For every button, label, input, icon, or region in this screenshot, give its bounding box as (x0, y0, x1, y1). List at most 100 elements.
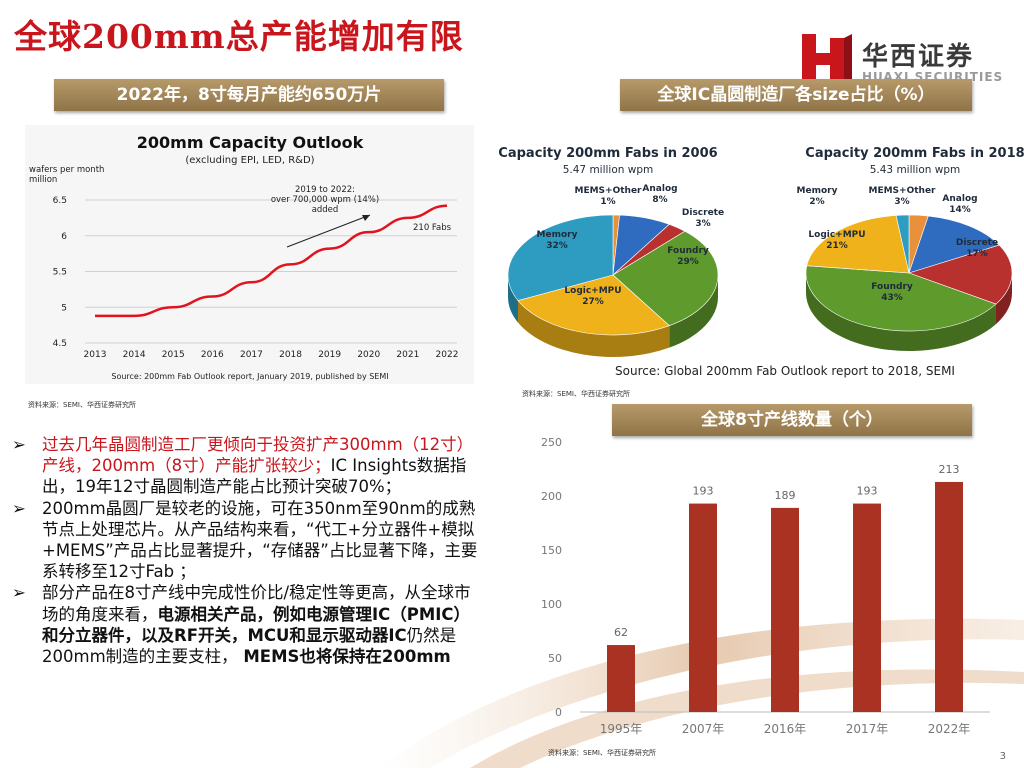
annotation-arrow-icon (286, 214, 371, 248)
line-chart-ylabel-unit: million (29, 175, 57, 185)
bullet-item: ➢ 200mm晶圆厂是较老的设施，可在350nm至90nm的成熟节点上处理芯片。… (12, 498, 482, 583)
line-chart-subtitle: (excluding EPI, LED, R&D) (185, 155, 314, 166)
pie-slice-value: 17% (966, 249, 988, 259)
pie-slice-value: 29% (677, 257, 699, 267)
line-ytick-label: 5 (61, 303, 67, 313)
bar (853, 503, 881, 712)
bar-source: 资料来源：SEMI、华西证券研究所 (548, 749, 656, 757)
bullet-item: ➢ 部分产品在8寸产线中完成性价比/稳定性等更高，从全球市场的角度来看，电源相关… (12, 582, 482, 667)
line-xtick-label: 2015 (162, 350, 185, 360)
line-annotation-fabs: 210 Fabs (413, 223, 452, 233)
bullet-3-text-a: 部分产品在8寸产线中完成性价比/稳定性等更高，从全球市场的角度来看， (42, 583, 471, 624)
line-annotation-1: 2019 to 2022: (295, 185, 355, 195)
arrow-bullet-icon: ➢ (12, 583, 26, 603)
pie-slice-label: Foundry (871, 282, 913, 292)
line-xtick-label: 2014 (123, 350, 146, 360)
pie-slice-side (669, 275, 718, 348)
line-chart-title: 200mm Capacity Outlook (137, 133, 364, 152)
company-logo: 华西证券 HUAXI SECURITIES (802, 34, 1012, 84)
bar-category-label: 2017年 (846, 722, 889, 736)
pie-slice (612, 230, 719, 327)
pie-2018-subtitle: 5.43 million wpm (870, 164, 961, 176)
bar-ytick-label: 150 (541, 544, 562, 557)
bar-ytick-label: 100 (541, 598, 562, 611)
logo-mark-icon (802, 34, 852, 84)
bar (935, 481, 963, 712)
bar-category-label: 2007年 (682, 722, 725, 736)
pie-slice (805, 265, 997, 332)
bar-ytick-label: 200 (541, 490, 562, 503)
logo-name-cn: 华西证券 (862, 42, 975, 72)
line-annotation-3: added (312, 205, 339, 215)
pie-slice-value: 2% (809, 197, 824, 207)
line-chart-svg: 4.5 5 5.5 6 6.5 2013 2014 2015 2016 2017 2018 2019… (29, 133, 459, 381)
pie-slice-label: Discrete (682, 208, 724, 218)
right-banner: 全球IC晶圆制造厂各size占比（%） (620, 79, 972, 111)
line-xtick-label: 2021 (396, 350, 419, 360)
pie-slice-label: Discrete (956, 238, 998, 248)
bar-value-label: 213 (939, 463, 960, 476)
pie-slice-label: MEMS+Other (869, 186, 937, 196)
pie-slice-value: 14% (949, 205, 971, 215)
bullet-2-text: 200mm晶圆厂是较老的设施，可在350nm至90nm的成熟节点上处理芯片。从产… (42, 498, 478, 582)
bullet-1-text-a: 过去几年晶圆制造工厂更倾向于投资扩产300mm（12寸）产线，200mm（8寸）… (42, 435, 474, 476)
line-chart-ylabel: wafers per month (29, 165, 104, 175)
pie-slice (806, 215, 910, 274)
bullet-item: ➢ 过去几年晶圆制造工厂更倾向于投资扩产300mm（12寸）产线，200mm（8… (12, 434, 482, 498)
bar-value-label: 193 (693, 485, 714, 498)
pie-slice-value: 8% (652, 195, 667, 205)
pie-slice (908, 244, 1013, 305)
line-xtick-label: 2020 (357, 350, 380, 360)
bottom-banner: 全球8寸产线数量（个） (612, 404, 972, 436)
pie-slice (517, 274, 670, 336)
bar-category-label: 1995年 (600, 722, 643, 736)
bullet-list: ➢ 过去几年晶圆制造工厂更倾向于投资扩产300mm（12寸）产线，200mm（8… (12, 434, 482, 667)
pie-source: Source: Global 200mm Fab Outlook report … (615, 364, 955, 378)
bar-category-label: 2016年 (764, 722, 807, 736)
arrow-bullet-icon: ➢ (12, 435, 26, 454)
left-source: 资料来源：SEMI、华西证券研究所 (28, 401, 136, 409)
page-number: 3 (999, 751, 1006, 762)
line-annotation-2: over 700,000 wpm (14%) (271, 195, 379, 205)
slide-title: 全球200mm总产能增加有限 (14, 17, 464, 56)
pie-slice-value: 3% (695, 219, 710, 229)
bar-chart-svg: 0 50 100 150 200 250 62 193 189 193 213 1995年 2007… (541, 436, 990, 736)
line-xtick-label: 2022 (436, 350, 459, 360)
line-chart-source: Source: 200mm Fab Outlook report, Januar… (111, 372, 388, 381)
line-xtick-label: 2018 (279, 350, 302, 360)
bar-category-label: 2022年 (928, 722, 971, 736)
bar-value-label: 62 (614, 626, 628, 639)
left-banner: 2022年，8寸每月产能约650万片 (54, 79, 444, 111)
line-ytick-label: 5.5 (53, 268, 67, 278)
pie-2006-subtitle: 5.47 million wpm (563, 164, 654, 176)
pie-source-label: 资料来源：SEMI、华西证券研究所 (522, 390, 630, 398)
pie-slice-side (806, 273, 996, 351)
bullet-3-text-c: 仍然是200mm制造的主要支柱， (42, 625, 457, 667)
pie-slice (507, 214, 614, 301)
line-ytick-label: 4.5 (53, 339, 67, 349)
pie-slice-value: 43% (881, 293, 903, 303)
line-ytick-label: 6.5 (53, 196, 67, 206)
line-xtick-label: 2019 (318, 350, 341, 360)
bar-ytick-label: 50 (548, 652, 562, 665)
bar-ytick-label: 250 (541, 436, 562, 449)
bullet-3-text-d: MEMS也将保持在200mm (237, 647, 451, 667)
pie-slice-label: MEMS+Other (575, 186, 643, 196)
arrow-bullet-icon: ➢ (12, 498, 26, 518)
bullet-3-text-b: 电源相关产品，例如电源管理IC（PMIC）和分立器件，以及RF开关，MCU和显示… (42, 604, 471, 645)
line-series (95, 204, 448, 318)
line-xtick-label: 2016 (201, 350, 224, 360)
pie-slice-side (517, 300, 670, 357)
bar (771, 507, 799, 712)
annotation-arrowhead-icon (362, 215, 370, 221)
pie-slice-value: 3% (894, 197, 909, 207)
pie-charts-svg: Capacity 200mm Fabs in 2006 5.47 million… (498, 146, 1024, 378)
capacity-outlook-chart: 4.5 5 5.5 6 6.5 2013 2014 2015 2016 2017 2018 2019… (25, 125, 474, 384)
pie-2006-title: Capacity 200mm Fabs in 2006 (498, 146, 717, 161)
bar-ytick-label: 0 (555, 706, 562, 719)
pie-slice-value: 21% (826, 241, 848, 251)
pie-slice (895, 214, 910, 274)
bar-value-label: 193 (857, 485, 878, 498)
pie-slice-label: Logic+MPU (564, 286, 621, 296)
line-xtick-label: 2017 (240, 350, 263, 360)
